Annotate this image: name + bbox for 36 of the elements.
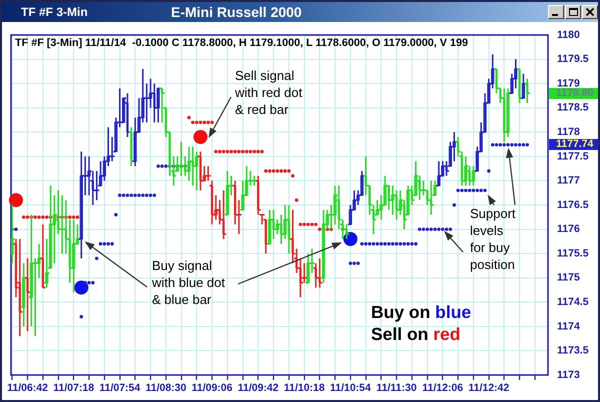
x-tick-label: 11/07:54 [99,382,140,394]
x-tick-label: 11/10:18 [284,382,325,394]
x-tick-label: 11/06:42 [7,382,48,394]
text: 1177.74 [549,138,598,150]
x-tick-label: 11/09:42 [238,382,279,394]
y-tick-label: 1180 [557,28,580,41]
y-tick-label: 1173.5 [557,344,589,357]
annotation: Buy signal with blue dot & blue bar [152,257,225,308]
chart-title: E-Mini Russell 2000 [171,3,302,21]
y-tick-label: 1178.5 [557,102,589,114]
y-tick-label: 1176.5 [557,198,589,211]
y-tick-label: 1174 [557,320,580,332]
y-tick-label: 1176 [557,223,580,236]
x-tick-label: 11/12:42 [468,382,510,394]
text: TF #F 3-Min [21,5,88,19]
y-tick-label: 1179.5 [557,53,589,66]
annotation: Sell signal with red dot & red bar [235,67,302,118]
x-tick-label: 11/11:30 [376,382,417,394]
x-tick-label: 11/08:30 [145,382,187,394]
y-tick-label: 1174.5 [557,296,589,308]
y-tick-label: 1173 [557,368,580,381]
text: 1178.80 [549,86,598,99]
annotation: Buy on blue [371,302,472,323]
chart-subtitle: TF #F [3-Min] 11/11/14 -0.1000 C 1178.8000, H 1179.1000, L 1178.6000, O 1179.0000, V 199 [15,37,468,49]
x-tick-label: 11/12:06 [422,382,464,394]
y-tick-label: 1175.5 [557,247,589,260]
x-tick-label: 11/07:18 [53,382,94,394]
y-tick-label: 1178 [557,126,580,138]
y-tick-label: 1177.5 [557,150,589,162]
y-tick-label: 1175 [557,272,580,284]
annotation: Support levels for buy position [470,205,516,273]
y-tick-label: 1179 [557,77,580,90]
x-tick-label: 11/09:06 [192,382,233,394]
annotation: Sell on red [371,324,460,345]
x-tick-label: 11/10:54 [330,382,372,394]
y-tick-label: 1177 [557,174,580,187]
